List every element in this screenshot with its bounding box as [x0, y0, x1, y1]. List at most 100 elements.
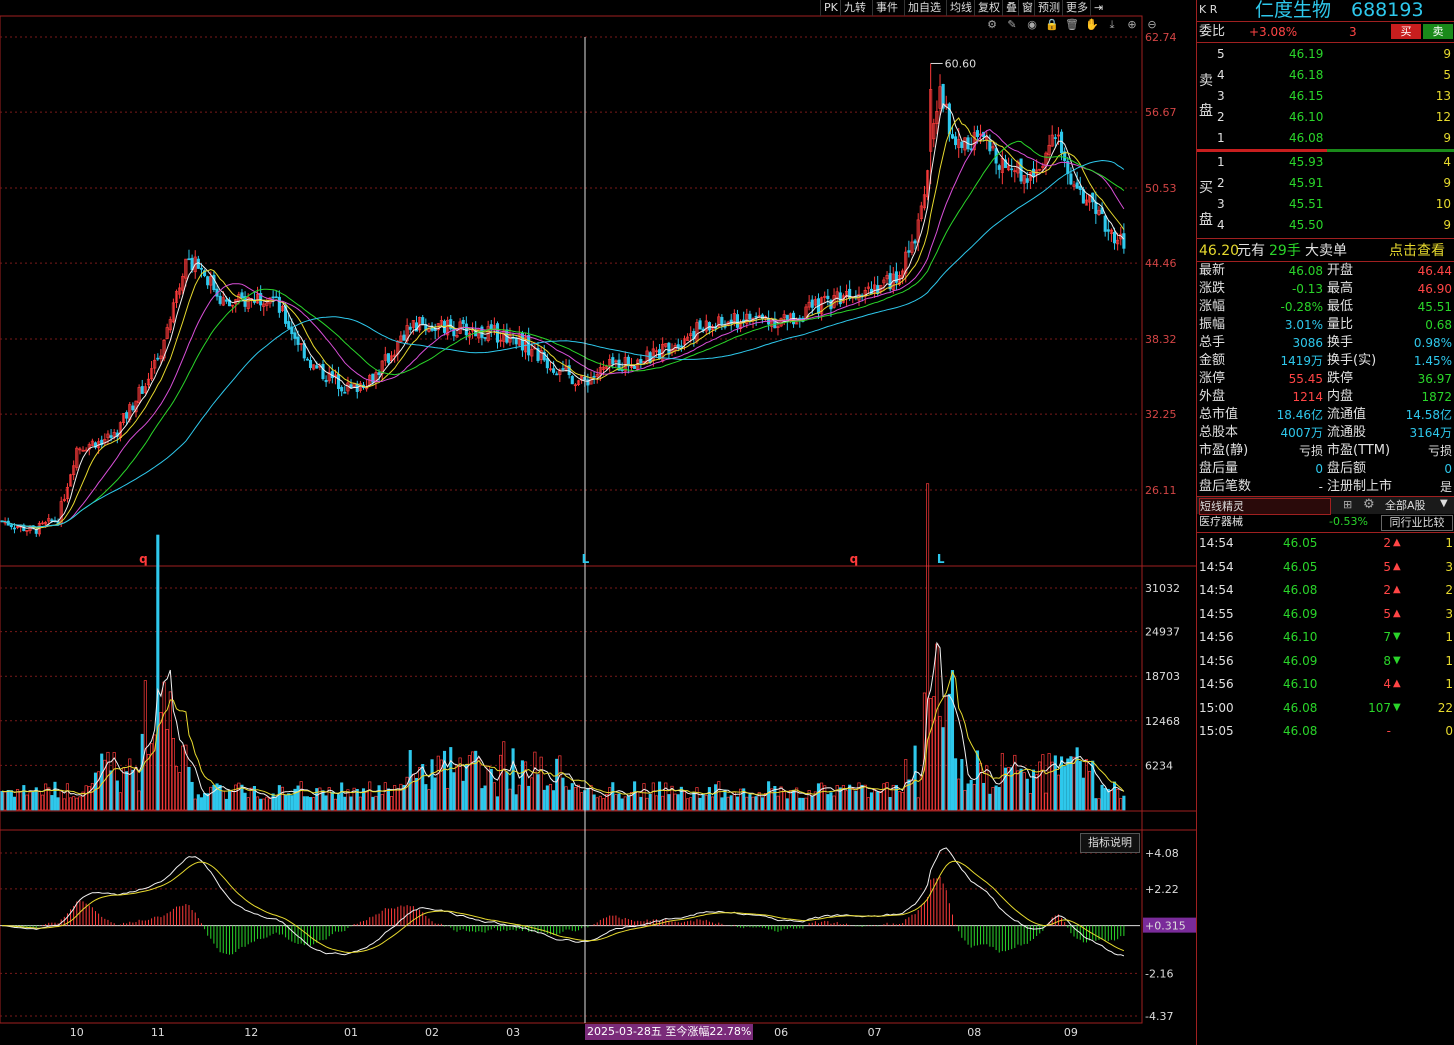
gear-icon[interactable]: ⚙: [1363, 497, 1375, 512]
volume-bar: [950, 670, 955, 811]
eye-icon[interactable]: ◉: [1027, 18, 1037, 31]
toolbar-item-0[interactable]: PK: [820, 0, 840, 16]
candle-body: [929, 89, 933, 152]
tab-all-a-shares[interactable]: 全部A股: [1385, 499, 1426, 512]
quote-value: 是: [1439, 480, 1452, 494]
candle-body: [754, 316, 758, 318]
tick-row[interactable]: 14:56 46.10 7 ▼ 1: [1197, 628, 1454, 646]
tick-count: 22: [1437, 700, 1453, 715]
candle-body: [601, 366, 606, 370]
toolbar-item-6[interactable]: 叠: [1002, 0, 1018, 16]
toolbar-item-1[interactable]: 九转: [840, 0, 872, 16]
volume-bar: [576, 784, 581, 811]
quote-label: 换手: [1327, 335, 1354, 350]
quote-row[interactable]: 最新 46.08 开盘 46.44: [1197, 262, 1454, 280]
volume-bar: [533, 751, 537, 811]
tick-row[interactable]: 14:56 46.09 8 ▼ 1: [1197, 652, 1454, 670]
stock-code[interactable]: 688193: [1351, 0, 1424, 21]
zoom-in-icon[interactable]: ⊕: [1127, 18, 1137, 31]
quote-value: 18.46亿: [1276, 408, 1323, 422]
candle-body: [40, 522, 45, 525]
chevron-down-icon[interactable]: ▼: [1440, 498, 1448, 509]
volume-bar: [838, 787, 842, 811]
candle-body: [941, 83, 945, 109]
tick-row[interactable]: 14:54 46.08 2 ▲ 2: [1197, 581, 1454, 599]
volume-bar: [299, 781, 303, 811]
volume-bar: [252, 785, 256, 811]
quote-row[interactable]: 盘后笔数 - 注册制上市 是: [1197, 478, 1454, 496]
ask-row[interactable]: 1 46.08 9: [1197, 129, 1454, 147]
volume-bar: [411, 773, 415, 811]
tab-short-line[interactable]: 短线精灵: [1199, 498, 1331, 515]
toolbar-item-2[interactable]: 事件: [872, 0, 904, 16]
quote-value: 0: [1315, 462, 1323, 476]
quote-row[interactable]: 总市值 18.46亿 流通值 14.58亿: [1197, 406, 1454, 424]
quote-row[interactable]: 总股本 4007万 流通股 3164万: [1197, 424, 1454, 442]
quote-row[interactable]: 涨幅 -0.28% 最低 45.51: [1197, 298, 1454, 316]
arrow-up-icon: ▲: [1393, 537, 1401, 548]
quote-row[interactable]: 涨停 55.45 跌停 36.97: [1197, 370, 1454, 388]
ask-row[interactable]: 2 46.10 12: [1197, 108, 1454, 126]
volume-bar: [346, 789, 350, 811]
stock-name[interactable]: 仁度生物: [1255, 0, 1332, 21]
indicator-explain-button[interactable]: 指标说明: [1080, 833, 1140, 853]
volume-bar: [704, 794, 708, 811]
buy-button[interactable]: 买: [1391, 24, 1421, 39]
quote-row[interactable]: 涨跌 -0.13 最高 46.90: [1197, 280, 1454, 298]
toolbar-item-3[interactable]: 加自选: [904, 0, 946, 16]
quote-row[interactable]: 市盈(静) 亏损 市盈(TTM) 亏损: [1197, 442, 1454, 460]
quote-row[interactable]: 外盘 1214 内盘 1872: [1197, 388, 1454, 406]
lock-icon[interactable]: 🔒: [1045, 18, 1059, 31]
tick-row[interactable]: 14:54 46.05 2 ▲ 1: [1197, 534, 1454, 552]
quote-row[interactable]: 盘后量 0 盘后额 0: [1197, 460, 1454, 478]
volume-bar: [686, 798, 690, 811]
zoom-out-icon[interactable]: ⊖: [1147, 18, 1157, 31]
volume-bar: [863, 784, 867, 811]
main-chart[interactable]: 62.74 56.67 50.53 44.46 38.32 32.25 26.11 31032…: [0, 0, 1196, 1045]
quote-row[interactable]: 振幅 3.01% 量比 0.68: [1197, 316, 1454, 334]
toolbar-item-4[interactable]: 均线: [946, 0, 974, 16]
quote-label: 跌停: [1327, 371, 1354, 386]
ask-row[interactable]: 5 46.19 9: [1197, 45, 1454, 63]
industry-name[interactable]: 医疗器械: [1199, 515, 1243, 528]
toolbar-item-8[interactable]: 预测: [1034, 0, 1062, 16]
chart-icon[interactable]: ⊞: [1343, 498, 1353, 511]
volume-bar: [40, 794, 45, 811]
download-icon[interactable]: ⤓: [1109, 18, 1115, 31]
quote-row[interactable]: 金额 1419万 换手(实) 1.45%: [1197, 352, 1454, 370]
bid-row[interactable]: 3 45.51 10: [1197, 195, 1454, 213]
bid-row[interactable]: 4 45.50 9: [1197, 216, 1454, 234]
bid-row[interactable]: 2 45.91 9: [1197, 174, 1454, 192]
toolbar-item-5[interactable]: 复权: [974, 0, 1002, 16]
fullscreen-icon[interactable]: ⇥: [1090, 0, 1112, 16]
quote-value: 亏损: [1427, 444, 1452, 458]
volume-bar: [480, 788, 484, 811]
tick-row[interactable]: 15:00 46.08 107 ▼ 22: [1197, 699, 1454, 717]
tick-row[interactable]: 14:56 46.10 4 ▲ 1: [1197, 675, 1454, 693]
pencil-icon[interactable]: ✎: [1007, 18, 1017, 31]
tick-row[interactable]: 14:54 46.05 5 ▲ 3: [1197, 558, 1454, 576]
hand-icon[interactable]: ✋: [1085, 18, 1099, 31]
volume-bar: [754, 796, 758, 811]
ask-row[interactable]: 4 46.18 5: [1197, 66, 1454, 84]
big-order-action[interactable]: 点击查看: [1389, 243, 1445, 259]
gear-icon[interactable]: ⚙: [987, 18, 997, 31]
volume-tick-label: 6234: [1145, 759, 1173, 772]
sell-button[interactable]: 卖: [1423, 24, 1453, 39]
quote-value: 0.98%: [1413, 336, 1452, 350]
trash-icon[interactable]: 🗑: [1065, 18, 1079, 31]
ask-row[interactable]: 3 46.15 13: [1197, 87, 1454, 105]
tick-row[interactable]: 14:55 46.09 5 ▲ 3: [1197, 605, 1454, 623]
toolbar-item-9[interactable]: 更多: [1062, 0, 1090, 16]
volume-bar: [371, 796, 375, 811]
toolbar-item-7[interactable]: 窗: [1018, 0, 1034, 16]
bid-row[interactable]: 1 45.93 4: [1197, 153, 1454, 171]
quote-row[interactable]: 总手 3086 换手 0.98%: [1197, 334, 1454, 352]
x-tick-label: 06: [774, 1026, 788, 1039]
compare-button[interactable]: 同行业比较: [1381, 515, 1453, 531]
candle-body: [402, 334, 406, 341]
candle-body: [795, 319, 799, 325]
candle-body: [305, 358, 309, 361]
tick-row[interactable]: 15:05 46.08 - 0: [1197, 722, 1454, 740]
volume-bar: [486, 765, 490, 811]
